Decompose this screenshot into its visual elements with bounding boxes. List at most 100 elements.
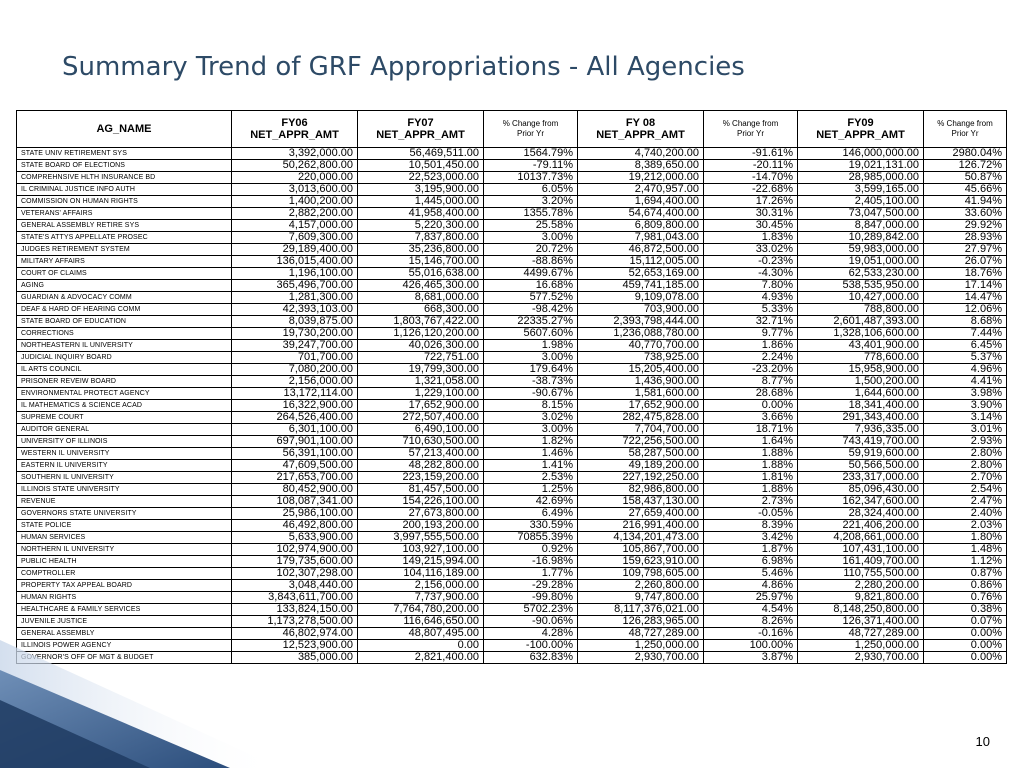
header-pct-change-fy09: % Change from Prior Yr (923, 110, 1007, 148)
value-cell: 2,156,000.00 (357, 579, 484, 592)
agency-name-cell: COMPREHNSIVE HLTH INSURANCE BD (16, 171, 232, 184)
value-cell: 2.93% (923, 435, 1007, 448)
value-cell: -91.61% (703, 147, 798, 160)
value-cell: 3.87% (703, 651, 798, 664)
value-cell: -22.68% (703, 183, 798, 196)
value-cell: 7,609,300.00 (231, 231, 358, 244)
agency-name-cell: JUDGES RETIREMENT SYSTEM (16, 243, 232, 256)
value-cell: 1,173,278,500.00 (231, 615, 358, 628)
agency-name-cell: STATE BOARD OF ELECTIONS (16, 159, 232, 172)
value-cell: -90.06% (483, 615, 578, 628)
value-cell: 0.38% (923, 603, 1007, 616)
value-cell: 2.80% (923, 447, 1007, 460)
value-cell: 2,882,200.00 (231, 207, 358, 220)
table-row: PUBLIC HEALTH 179,735,600.00 149,215,994.0… (16, 555, 1007, 568)
value-cell: 10,501,450.00 (357, 159, 484, 172)
table-row: AGING 365,496,700.00 426,465,300.00 16.68% 4… (16, 279, 1007, 292)
value-cell: 1,328,106,600.00 (797, 327, 924, 340)
value-cell: 0.86% (923, 579, 1007, 592)
slide-title: Summary Trend of GRF Appropriations - Al… (62, 52, 745, 82)
table-row: HEALTHCARE & FAMILY SERVICES 133,824,150.… (16, 603, 1007, 616)
value-cell: 158,437,130.00 (577, 495, 704, 508)
value-cell: 3.66% (703, 411, 798, 424)
agency-name-cell: NORTHERN IL UNIVERSITY (16, 543, 232, 556)
value-cell: 56,469,511.00 (357, 147, 484, 160)
value-cell: 154,226,100.00 (357, 495, 484, 508)
value-cell: 4.86% (703, 579, 798, 592)
table-row: COMPTROLLER 102,307,298.00 104,116,189.00 1… (16, 567, 1007, 580)
value-cell: 3,997,555,500.00 (357, 531, 484, 544)
value-cell: 2,405,100.00 (797, 195, 924, 208)
agency-name-cell: IL MATHEMATICS & SCIENCE ACAD (16, 399, 232, 412)
value-cell: 48,727,289.00 (797, 627, 924, 640)
value-cell: 16.68% (483, 279, 578, 292)
table-row: IL CRIMINAL JUSTICE INFO AUTH 3,013,600.0… (16, 183, 1007, 196)
value-cell: 18.71% (703, 423, 798, 436)
value-cell: 1,400,200.00 (231, 195, 358, 208)
value-cell: 47,609,500.00 (231, 459, 358, 472)
value-cell: 25.97% (703, 591, 798, 604)
value-cell: 7,837,800.00 (357, 231, 484, 244)
value-cell: 4,157,000.00 (231, 219, 358, 232)
value-cell: 3,048,440.00 (231, 579, 358, 592)
value-cell: 632.83% (483, 651, 578, 664)
value-cell: 7,981,043.00 (577, 231, 704, 244)
value-cell: 22,523,000.00 (357, 171, 484, 184)
value-cell: 738,925.00 (577, 351, 704, 364)
value-cell: 15,958,900.00 (797, 363, 924, 376)
table-row: STATE'S ATTYS APPELLATE PROSEC 7,609,300.… (16, 231, 1007, 244)
table-row: STATE BOARD OF EDUCATION 8,039,875.00 1,80… (16, 315, 1007, 328)
table-row: GUARDIAN & ADVOCACY COMM 1,281,300.00 8,68… (16, 291, 1007, 304)
value-cell: -4.30% (703, 267, 798, 280)
value-cell: 1.41% (483, 459, 578, 472)
value-cell: 10,427,000.00 (797, 291, 924, 304)
agency-name-cell: COMMISSION ON HUMAN RIGHTS (16, 195, 232, 208)
table-body: STATE UNIV RETIREMENT SYS 3,392,000.00 56,… (16, 147, 1007, 664)
value-cell: 5,220,300.00 (357, 219, 484, 232)
value-cell: 42.69% (483, 495, 578, 508)
value-cell: 1,321,058.00 (357, 375, 484, 388)
value-cell: 12.06% (923, 303, 1007, 316)
value-cell: -29.28% (483, 579, 578, 592)
value-cell: 365,496,700.00 (231, 279, 358, 292)
value-cell: -23.20% (703, 363, 798, 376)
header-fy06: FY06 NET_APPR_AMT (231, 110, 358, 148)
value-cell: 17,652,900.00 (577, 399, 704, 412)
value-cell: 48,282,800.00 (357, 459, 484, 472)
value-cell: -38.73% (483, 375, 578, 388)
table-row: GENERAL ASSEMBLY RETIRE SYS 4,157,000.00 5… (16, 219, 1007, 232)
appropriations-table-container: AG_NAME FY06 NET_APPR_AMT FY07 NET_APPR_AM… (16, 110, 1007, 664)
value-cell: -100.00% (483, 639, 578, 652)
value-cell: 1.80% (923, 531, 1007, 544)
value-cell: 58,287,500.00 (577, 447, 704, 460)
value-cell: 41,958,400.00 (357, 207, 484, 220)
value-cell: 107,431,100.00 (797, 543, 924, 556)
value-cell: 2.24% (703, 351, 798, 364)
agency-name-cell: GOVERNORS STATE UNIVERSITY (16, 507, 232, 520)
value-cell: 7,737,900.00 (357, 591, 484, 604)
value-cell: 2,930,700.00 (797, 651, 924, 664)
value-cell: 2.70% (923, 471, 1007, 484)
value-cell: 227,192,250.00 (577, 471, 704, 484)
value-cell: 1.81% (703, 471, 798, 484)
value-cell: 159,623,910.00 (577, 555, 704, 568)
value-cell: 264,526,400.00 (231, 411, 358, 424)
value-cell: 2,821,400.00 (357, 651, 484, 664)
value-cell: 6,490,100.00 (357, 423, 484, 436)
value-cell: 18.76% (923, 267, 1007, 280)
value-cell: 48,807,495.00 (357, 627, 484, 640)
value-cell: 1.98% (483, 339, 578, 352)
value-cell: 0.00 (357, 639, 484, 652)
value-cell: 8.15% (483, 399, 578, 412)
agency-name-cell: COMPTROLLER (16, 567, 232, 580)
value-cell: 7,936,335.00 (797, 423, 924, 436)
value-cell: 216,991,400.00 (577, 519, 704, 532)
value-cell: 4.41% (923, 375, 1007, 388)
header-fy09: FY09 NET_APPR_AMT (797, 110, 924, 148)
value-cell: 179,735,600.00 (231, 555, 358, 568)
agency-name-cell: SOUTHERN IL UNIVERSITY (16, 471, 232, 484)
value-cell: 7.80% (703, 279, 798, 292)
value-cell: 2.47% (923, 495, 1007, 508)
value-cell: 22335.27% (483, 315, 578, 328)
value-cell: 5.33% (703, 303, 798, 316)
